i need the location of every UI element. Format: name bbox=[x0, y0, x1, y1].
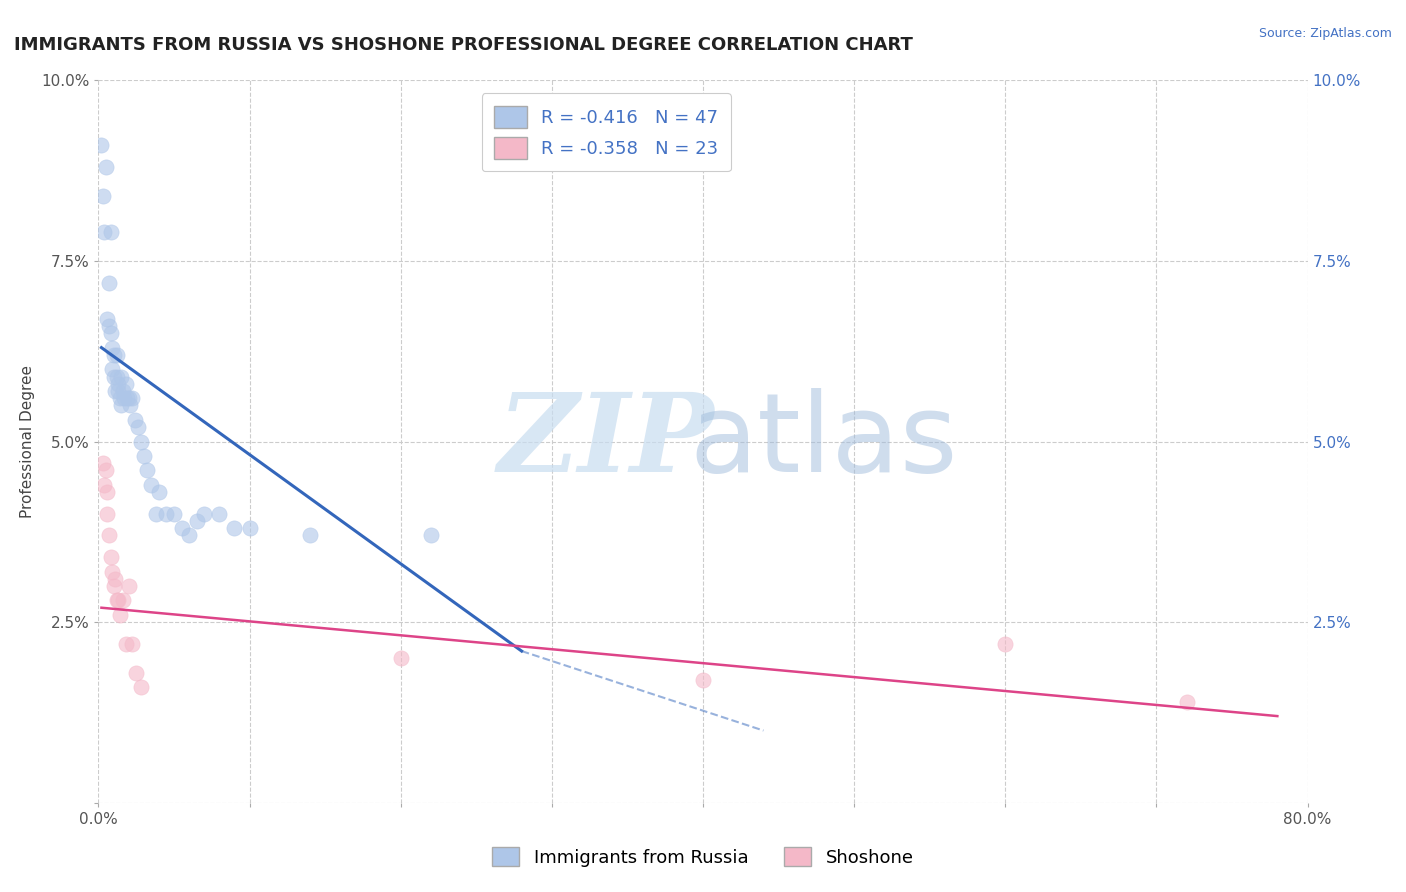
Point bbox=[93, 225, 115, 239]
Point bbox=[100, 550, 122, 565]
Point bbox=[193, 507, 215, 521]
Point bbox=[239, 521, 262, 535]
Point bbox=[115, 391, 138, 405]
Point bbox=[112, 391, 135, 405]
Point bbox=[107, 384, 129, 398]
Point bbox=[129, 680, 152, 694]
Point bbox=[208, 507, 231, 521]
Point bbox=[90, 138, 112, 153]
Point bbox=[96, 485, 118, 500]
Point bbox=[93, 478, 115, 492]
Point bbox=[107, 376, 129, 391]
Point bbox=[94, 463, 117, 477]
Point bbox=[114, 637, 136, 651]
Point bbox=[111, 384, 134, 398]
Point bbox=[299, 528, 322, 542]
Point bbox=[104, 384, 127, 398]
Point bbox=[100, 326, 122, 340]
Point bbox=[101, 341, 124, 355]
Point bbox=[98, 318, 121, 333]
Legend: Immigrants from Russia, Shoshone: Immigrants from Russia, Shoshone bbox=[485, 840, 921, 874]
Point bbox=[1175, 695, 1198, 709]
Point bbox=[148, 485, 170, 500]
Point bbox=[118, 391, 141, 405]
Point bbox=[98, 276, 121, 290]
Point bbox=[98, 528, 121, 542]
Point bbox=[120, 398, 142, 412]
Text: atlas: atlas bbox=[690, 388, 957, 495]
Point bbox=[163, 507, 186, 521]
Point bbox=[124, 413, 146, 427]
Point bbox=[114, 376, 136, 391]
Point bbox=[121, 637, 143, 651]
Point bbox=[108, 391, 131, 405]
Point bbox=[103, 579, 125, 593]
Text: ZIP: ZIP bbox=[498, 388, 714, 495]
Text: IMMIGRANTS FROM RUSSIA VS SHOSHONE PROFESSIONAL DEGREE CORRELATION CHART: IMMIGRANTS FROM RUSSIA VS SHOSHONE PROFE… bbox=[14, 36, 912, 54]
Point bbox=[110, 369, 132, 384]
Point bbox=[104, 572, 127, 586]
Point bbox=[111, 593, 134, 607]
Point bbox=[91, 189, 114, 203]
Point bbox=[145, 507, 167, 521]
Point bbox=[186, 514, 208, 528]
Y-axis label: Professional Degree: Professional Degree bbox=[21, 365, 35, 518]
Point bbox=[96, 507, 118, 521]
Point bbox=[129, 434, 152, 449]
Point bbox=[101, 565, 124, 579]
Text: Source: ZipAtlas.com: Source: ZipAtlas.com bbox=[1258, 27, 1392, 40]
Point bbox=[103, 369, 125, 384]
Point bbox=[91, 456, 114, 470]
Point bbox=[155, 507, 177, 521]
Point bbox=[94, 160, 117, 174]
Point bbox=[420, 528, 443, 542]
Point bbox=[224, 521, 246, 535]
Point bbox=[994, 637, 1017, 651]
Point bbox=[141, 478, 163, 492]
Point bbox=[100, 225, 122, 239]
Point bbox=[179, 528, 201, 542]
Point bbox=[105, 369, 128, 384]
Point bbox=[110, 398, 132, 412]
Point bbox=[101, 362, 124, 376]
Point bbox=[96, 311, 118, 326]
Point bbox=[132, 449, 155, 463]
Point bbox=[127, 420, 149, 434]
Point bbox=[170, 521, 193, 535]
Point bbox=[389, 651, 412, 665]
Legend: R = -0.416   N = 47, R = -0.358   N = 23: R = -0.416 N = 47, R = -0.358 N = 23 bbox=[482, 93, 731, 171]
Point bbox=[105, 348, 128, 362]
Point bbox=[107, 593, 129, 607]
Point bbox=[125, 665, 148, 680]
Point bbox=[692, 673, 714, 687]
Point bbox=[135, 463, 157, 477]
Point bbox=[105, 593, 128, 607]
Point bbox=[103, 348, 125, 362]
Point bbox=[118, 579, 141, 593]
Point bbox=[121, 391, 143, 405]
Point bbox=[108, 607, 131, 622]
